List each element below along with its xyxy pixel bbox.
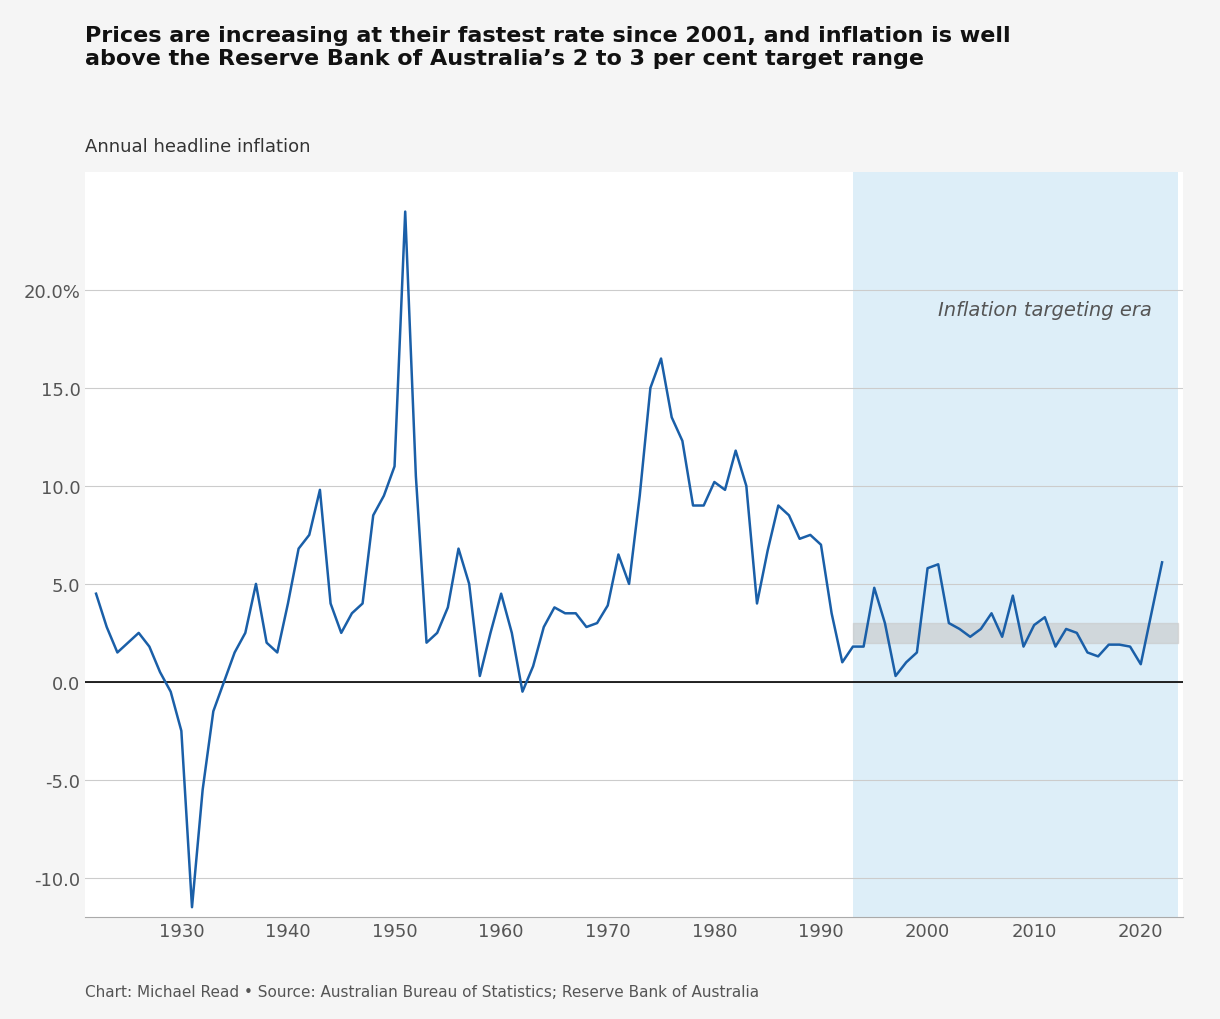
Text: Annual headline inflation: Annual headline inflation (85, 138, 311, 156)
Bar (853, 173, 1179, 917)
Text: Inflation targeting era: Inflation targeting era (938, 301, 1152, 320)
Text: Chart: Michael Read • Source: Australian Bureau of Statistics; Reserve Bank of A: Chart: Michael Read • Source: Australian… (85, 983, 760, 999)
Text: Prices are increasing at their fastest rate since 2001, and inflation is well
ab: Prices are increasing at their fastest r… (85, 25, 1011, 68)
